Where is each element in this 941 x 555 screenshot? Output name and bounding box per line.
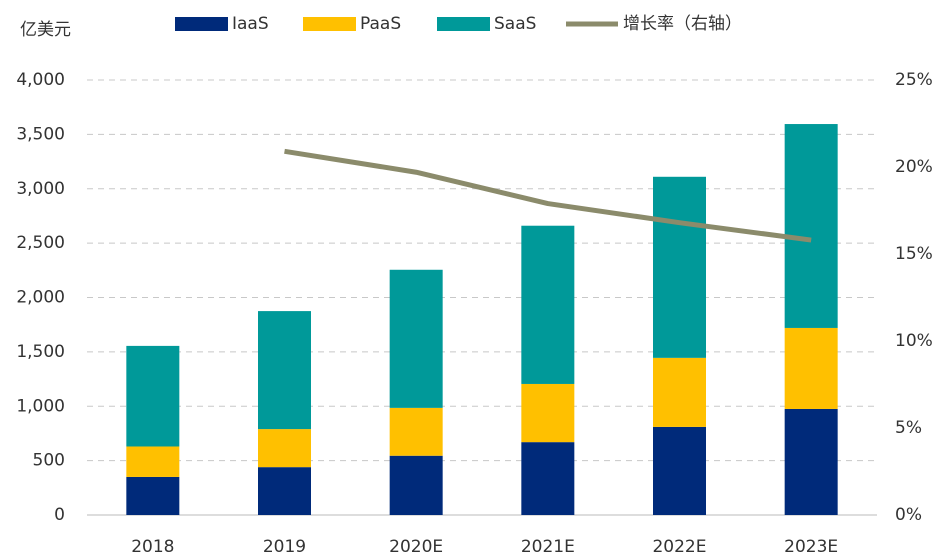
bar-segment xyxy=(258,311,311,430)
y2-tick-label: 15% xyxy=(895,244,933,264)
legend-label: IaaS xyxy=(232,14,269,34)
x-tick-label: 2019 xyxy=(263,537,306,555)
y-tick-label: 3,500 xyxy=(16,124,65,144)
y-tick-label: 2,000 xyxy=(16,288,65,308)
line-series xyxy=(284,148,812,243)
y-tick-label: 1,500 xyxy=(16,342,65,362)
legend-swatch xyxy=(303,17,356,31)
bar-segment xyxy=(521,442,575,515)
bar-segment xyxy=(258,467,311,515)
y-tick-label: 2,500 xyxy=(16,233,65,253)
legend-label: SaaS xyxy=(494,14,536,34)
bar-segment xyxy=(126,476,180,515)
bar-segment xyxy=(126,345,180,447)
bar-segment xyxy=(521,383,575,443)
bar-segment xyxy=(653,357,706,427)
y-axis-label: 亿美元 xyxy=(20,20,71,40)
bar-segment xyxy=(653,176,706,358)
y2-tick-label: 0% xyxy=(895,505,922,525)
x-tick-label: 2023E xyxy=(784,537,838,555)
bar-segment xyxy=(389,455,443,515)
y2-tick-label: 20% xyxy=(895,157,933,177)
y2-tick-label: 5% xyxy=(895,418,922,438)
legend-label: PaaS xyxy=(360,14,401,34)
y-tick-label: 500 xyxy=(33,451,65,471)
bar-segment xyxy=(126,446,180,477)
y-tick-label: 0 xyxy=(54,505,65,525)
bar-segment xyxy=(389,407,443,456)
bar-segment xyxy=(521,225,575,384)
legend-swatch xyxy=(175,17,228,31)
x-tick-label: 2020E xyxy=(389,537,443,555)
bar-segment xyxy=(653,426,706,515)
x-tick-label: 2018 xyxy=(131,537,174,555)
y2-tick-label: 10% xyxy=(895,331,933,351)
x-tick-label: 2022E xyxy=(652,537,706,555)
bar-segment xyxy=(389,269,443,408)
bar-segment xyxy=(258,429,311,468)
y2-tick-label: 25% xyxy=(895,70,933,90)
y-tick-label: 4,000 xyxy=(16,70,65,90)
y-tick-label: 1,000 xyxy=(16,396,65,416)
y-tick-label: 3,000 xyxy=(16,179,65,199)
bar-segment xyxy=(784,124,838,328)
bar-segment xyxy=(784,408,838,515)
bar-segment xyxy=(784,327,838,409)
x-tick-label: 2021E xyxy=(521,537,575,555)
legend-label: 增长率（右轴） xyxy=(623,14,742,34)
legend-swatch xyxy=(437,17,490,31)
